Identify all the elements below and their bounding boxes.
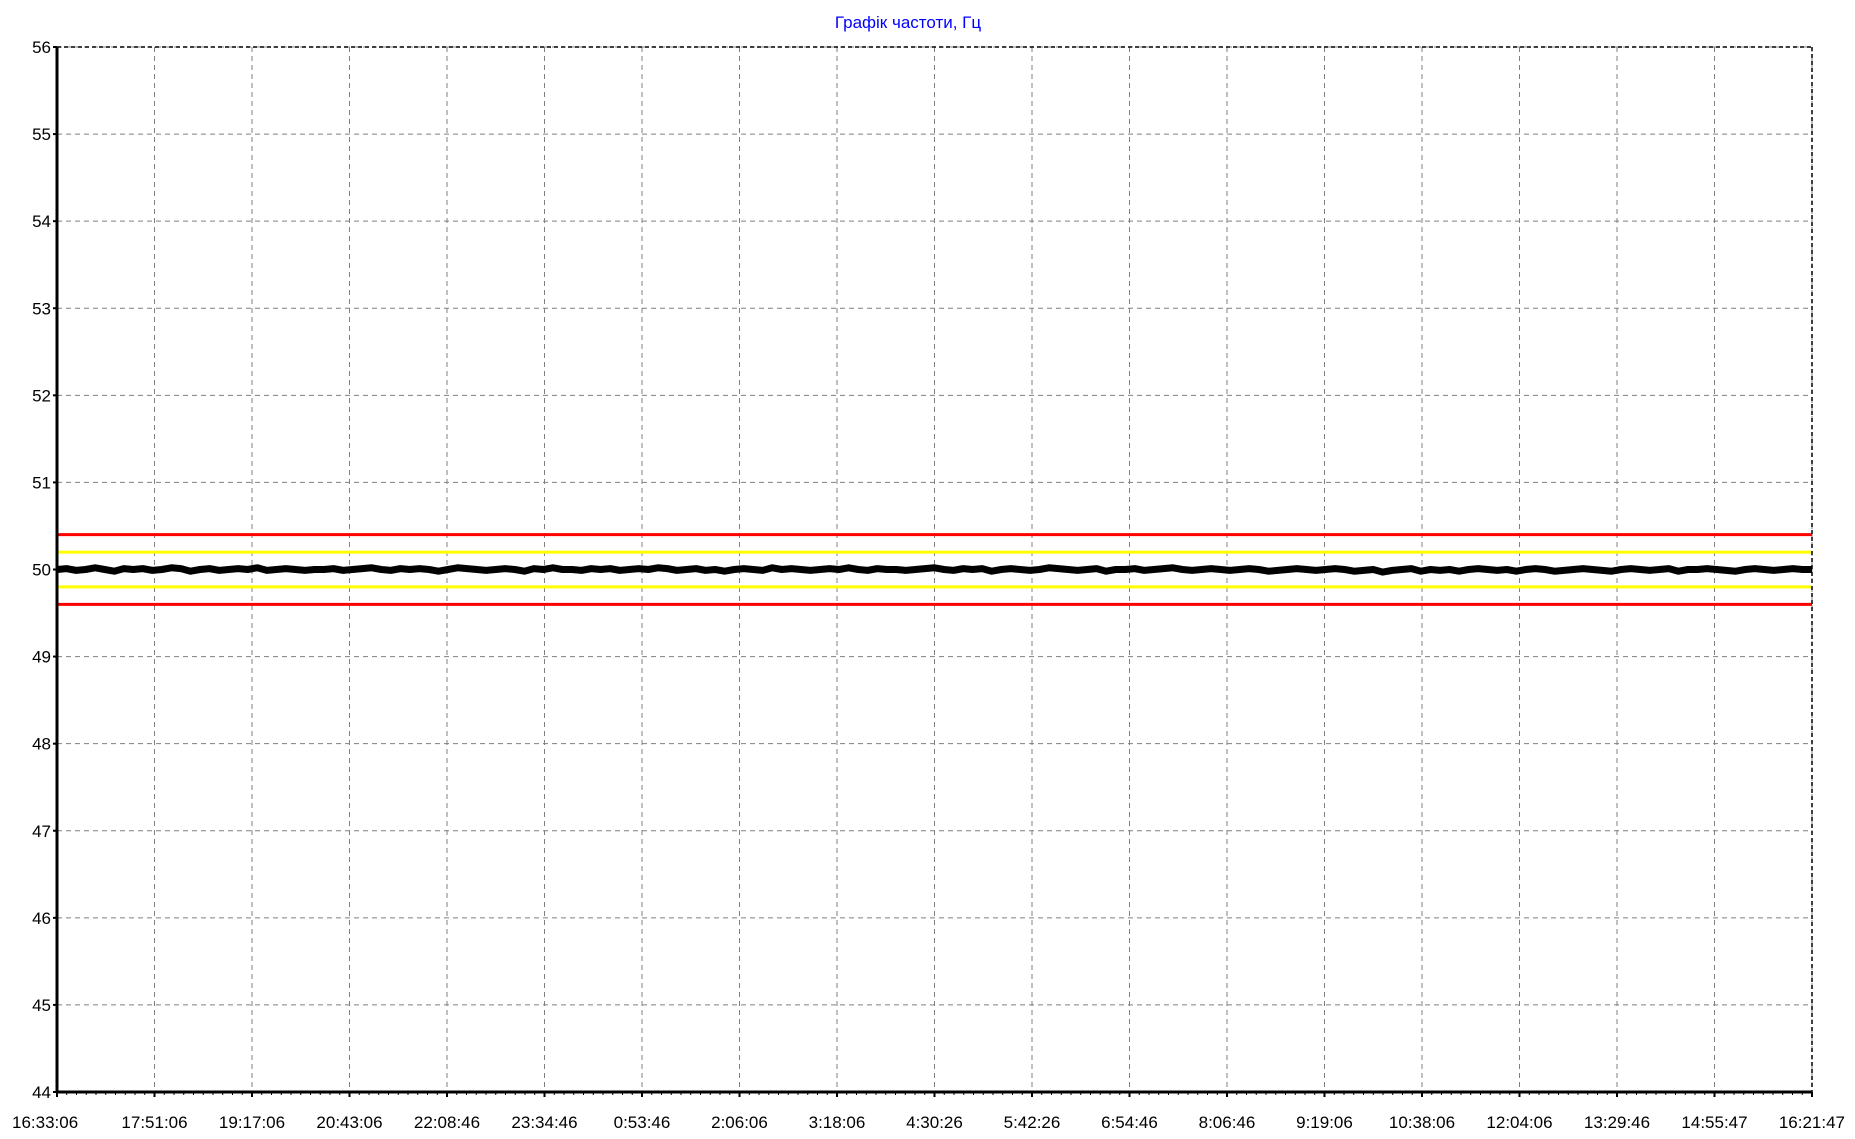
y-tick-label: 51 — [32, 473, 51, 492]
x-tick-label: 0:53:46 — [614, 1113, 671, 1132]
x-tick-label: 22:08:46 — [414, 1113, 480, 1132]
y-tick-label: 53 — [32, 299, 51, 318]
x-tick-label: 16:21:47 — [1779, 1113, 1845, 1132]
x-tick-label: 13:29:46 — [1584, 1113, 1650, 1132]
series-layer — [56, 564, 1812, 576]
chart-title: Графік частоти, Гц — [835, 13, 982, 32]
x-tick-label: 9:19:06 — [1296, 1113, 1353, 1132]
x-tick-label: 23:34:46 — [511, 1113, 577, 1132]
x-tick-label: 8:06:46 — [1199, 1113, 1256, 1132]
x-tick-label: 14:55:47 — [1681, 1113, 1747, 1132]
series-frequency-line — [56, 564, 1812, 576]
limit-lines — [57, 533, 1812, 606]
x-tick-label: 16:33:06 — [12, 1113, 78, 1132]
y-tick-label: 54 — [32, 212, 51, 231]
x-tick-label: 6:54:46 — [1101, 1113, 1158, 1132]
y-tick-label: 46 — [32, 909, 51, 928]
x-tick-label: 3:18:06 — [809, 1113, 866, 1132]
y-tick-label: 56 — [32, 38, 51, 57]
x-tick-label: 20:43:06 — [316, 1113, 382, 1132]
y-tick-label: 55 — [32, 125, 51, 144]
x-tick-label: 10:38:06 — [1389, 1113, 1455, 1132]
y-tick-label: 49 — [32, 648, 51, 667]
y-tick-label: 52 — [32, 386, 51, 405]
x-tick-labels: 16:33:06 17:51:06 19:17:06 20:43:06 22:08:46… — [12, 1113, 1845, 1132]
x-tick-label: 5:42:26 — [1004, 1113, 1061, 1132]
x-tick-label: 4:30:26 — [906, 1113, 963, 1132]
x-tick-label: 19:17:06 — [219, 1113, 285, 1132]
x-tick-label: 12:04:06 — [1486, 1113, 1552, 1132]
y-tick-label: 50 — [32, 561, 51, 580]
y-tick-label: 47 — [32, 822, 51, 841]
x-tick-label: 2:06:06 — [711, 1113, 768, 1132]
y-tick-labels: 44 45 46 47 48 49 50 51 52 53 54 55 56 — [32, 38, 51, 1102]
axes — [53, 46, 1813, 1097]
y-tick-label: 44 — [32, 1083, 51, 1102]
y-tick-label: 48 — [32, 735, 51, 754]
y-tick-label: 45 — [32, 996, 51, 1015]
x-tick-label: 17:51:06 — [121, 1113, 187, 1132]
